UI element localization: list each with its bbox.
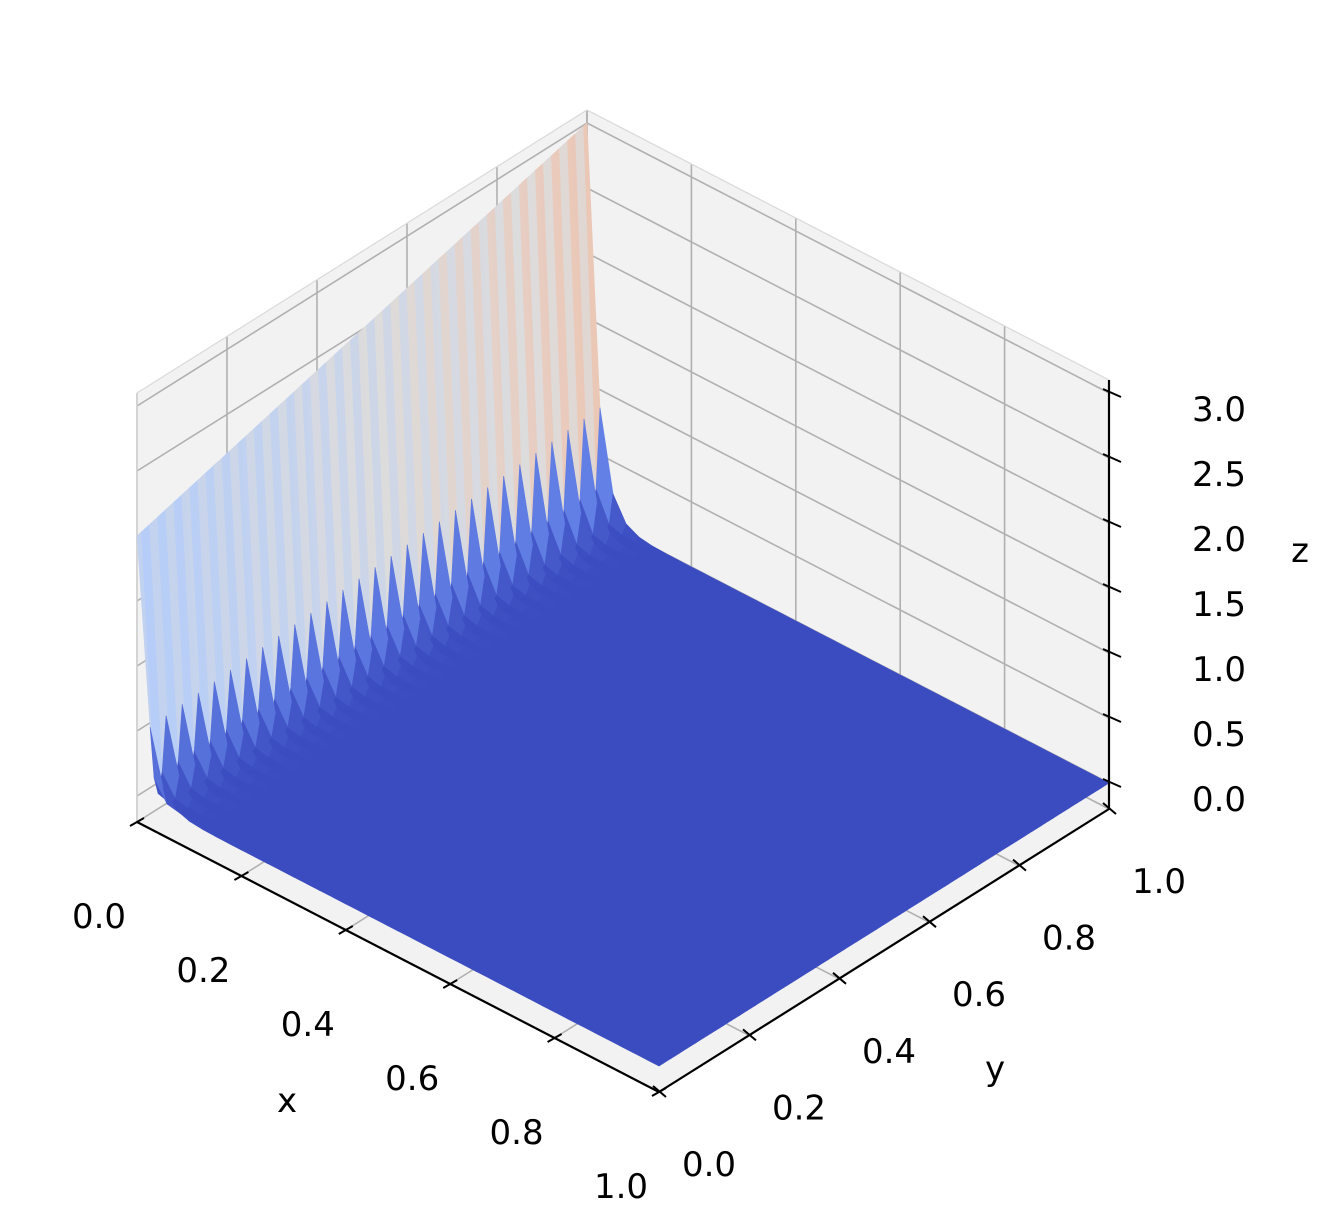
z-tick-label: 1.0 <box>1192 650 1246 690</box>
z-axis-label: z <box>1291 531 1309 571</box>
x-tick-label: 0.2 <box>176 951 230 991</box>
z-tick <box>1102 713 1122 723</box>
y-tick <box>1102 802 1117 815</box>
x-tick <box>547 1033 563 1043</box>
z-tick <box>1102 583 1122 593</box>
y-tick <box>832 972 847 985</box>
y-tick-label: 0.8 <box>1042 919 1096 959</box>
z-tick <box>1102 388 1122 398</box>
y-tick-label: 0.6 <box>952 975 1006 1015</box>
y-tick <box>652 1085 667 1098</box>
x-axis-line <box>136 821 660 1093</box>
x-tick <box>129 817 145 827</box>
z-tick <box>1102 453 1122 463</box>
grid-line-back-z <box>586 317 1110 589</box>
grid-line-left-z <box>136 122 588 407</box>
x-axis-label: x <box>277 1081 297 1121</box>
grid-line-back-z <box>586 447 1110 719</box>
tick-labels: 0.0 0.2 0.4 0.6 0.8 1.0 0.0 0.2 0.4 0.6 0.8 1.0 0.0 0… <box>72 390 1246 1207</box>
grid-line-back-z <box>586 187 1110 459</box>
x-tick-label: 1.0 <box>594 1167 648 1207</box>
grid-line-back-z <box>586 382 1110 654</box>
z-tick-label: 2.5 <box>1192 455 1246 495</box>
y-tick <box>922 915 937 928</box>
z-tick-label: 0.0 <box>1192 780 1246 820</box>
z-tick-label: 0.5 <box>1192 715 1246 755</box>
y-axis-line <box>658 808 1110 1093</box>
tick-marks <box>129 388 1122 1098</box>
z-tick-label: 1.5 <box>1192 585 1246 625</box>
z-tick <box>1102 778 1122 788</box>
x-tick <box>442 979 458 989</box>
pane-edge <box>586 109 1110 381</box>
z-tick-label: 3.0 <box>1192 390 1246 430</box>
grid-line-back-z <box>586 252 1110 524</box>
z-tick <box>1102 648 1122 658</box>
axis-lines <box>136 380 1111 1093</box>
x-tick <box>338 925 354 935</box>
y-tick-label: 1.0 <box>1132 862 1186 902</box>
x-tick <box>233 871 249 881</box>
z-tick-label: 2.0 <box>1192 520 1246 560</box>
pane-edge <box>136 109 588 394</box>
y-tick <box>742 1028 757 1042</box>
grid-line-back-z <box>586 122 1110 394</box>
y-tick-label: 0.0 <box>682 1145 736 1185</box>
x-tick-label: 0.6 <box>385 1059 439 1099</box>
y-tick-label: 0.4 <box>862 1032 916 1072</box>
z-tick <box>1102 518 1122 528</box>
surface-facet <box>645 1056 664 1067</box>
pane-back <box>587 110 1109 809</box>
surface-mesh <box>136 122 1110 1067</box>
y-tick-label: 0.2 <box>772 1088 826 1128</box>
x-tick-label: 0.4 <box>281 1005 335 1045</box>
x-tick-label: 0.0 <box>72 897 126 937</box>
y-tick <box>1012 858 1027 872</box>
y-axis-label: y <box>985 1049 1005 1089</box>
x-tick-label: 0.8 <box>490 1113 544 1153</box>
